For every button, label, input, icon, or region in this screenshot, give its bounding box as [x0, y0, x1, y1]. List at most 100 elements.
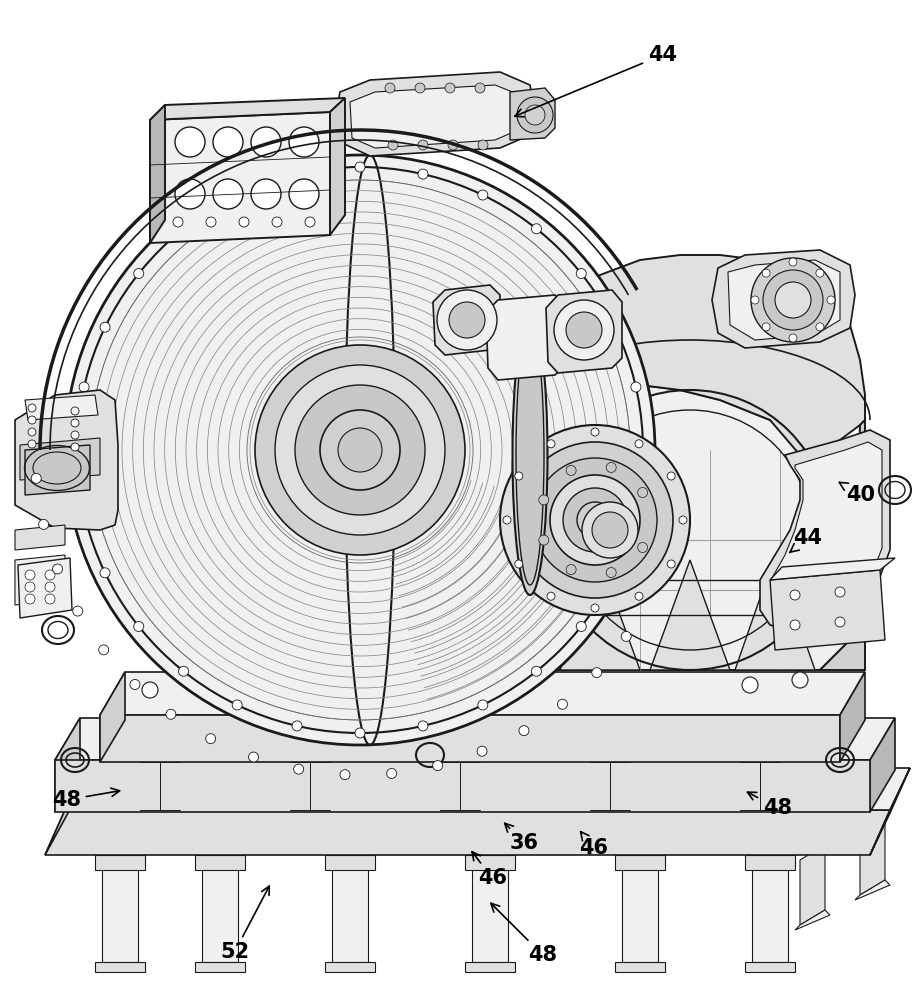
Circle shape — [25, 570, 35, 580]
Circle shape — [25, 594, 35, 604]
Polygon shape — [509, 88, 554, 140]
Circle shape — [71, 431, 79, 439]
Circle shape — [337, 428, 381, 472]
Polygon shape — [471, 855, 507, 962]
Circle shape — [591, 668, 601, 678]
Circle shape — [291, 169, 301, 179]
Circle shape — [531, 224, 541, 234]
Polygon shape — [769, 570, 884, 650]
Circle shape — [826, 296, 834, 304]
Circle shape — [251, 179, 280, 209]
Circle shape — [477, 700, 487, 710]
Circle shape — [175, 179, 205, 209]
Circle shape — [320, 410, 400, 490]
Polygon shape — [545, 290, 621, 373]
Circle shape — [340, 770, 349, 780]
Circle shape — [213, 179, 243, 209]
Circle shape — [45, 594, 55, 604]
Circle shape — [590, 428, 598, 436]
Circle shape — [539, 535, 549, 545]
Polygon shape — [15, 390, 118, 530]
Text: 52: 52 — [220, 886, 269, 962]
Circle shape — [71, 419, 79, 427]
Circle shape — [637, 488, 647, 497]
Circle shape — [834, 587, 844, 597]
Polygon shape — [100, 715, 839, 762]
Circle shape — [355, 728, 365, 738]
Circle shape — [630, 508, 641, 518]
Polygon shape — [744, 855, 794, 870]
Circle shape — [591, 512, 628, 548]
Circle shape — [73, 606, 83, 616]
Circle shape — [761, 323, 769, 331]
Polygon shape — [150, 112, 330, 243]
Circle shape — [275, 365, 445, 535]
Polygon shape — [20, 438, 100, 480]
Ellipse shape — [516, 325, 543, 585]
Circle shape — [384, 83, 394, 93]
Circle shape — [516, 442, 673, 598]
Circle shape — [100, 322, 110, 332]
Circle shape — [28, 416, 36, 424]
Circle shape — [565, 465, 575, 475]
Ellipse shape — [512, 315, 547, 595]
Circle shape — [289, 179, 319, 209]
Circle shape — [678, 516, 686, 524]
Circle shape — [28, 440, 36, 448]
Circle shape — [532, 458, 656, 582]
Circle shape — [248, 752, 258, 762]
Circle shape — [272, 217, 282, 227]
Circle shape — [291, 721, 301, 731]
Circle shape — [178, 666, 188, 676]
Polygon shape — [727, 260, 839, 340]
Polygon shape — [330, 98, 345, 235]
Circle shape — [531, 666, 541, 676]
Circle shape — [71, 407, 79, 415]
Circle shape — [133, 269, 143, 279]
Polygon shape — [711, 250, 854, 348]
Circle shape — [25, 582, 35, 592]
Polygon shape — [769, 558, 894, 580]
Circle shape — [539, 495, 549, 505]
Polygon shape — [859, 815, 884, 895]
Circle shape — [565, 312, 601, 348]
Circle shape — [575, 621, 585, 631]
Polygon shape — [560, 560, 640, 670]
Circle shape — [448, 140, 458, 150]
Polygon shape — [614, 855, 664, 870]
Circle shape — [547, 592, 554, 600]
Circle shape — [515, 472, 522, 480]
Text: 44: 44 — [789, 528, 822, 553]
Circle shape — [478, 140, 487, 150]
Polygon shape — [45, 810, 889, 855]
Circle shape — [742, 677, 757, 693]
Circle shape — [503, 516, 510, 524]
Polygon shape — [332, 855, 368, 962]
Circle shape — [445, 83, 455, 93]
Circle shape — [582, 502, 637, 558]
Circle shape — [606, 568, 616, 578]
Polygon shape — [15, 525, 65, 550]
Circle shape — [165, 709, 176, 719]
Circle shape — [142, 682, 158, 698]
Polygon shape — [55, 760, 869, 812]
Circle shape — [232, 190, 242, 200]
Circle shape — [630, 382, 641, 392]
Polygon shape — [102, 855, 138, 962]
Text: 36: 36 — [505, 823, 539, 853]
Polygon shape — [854, 880, 889, 900]
Circle shape — [637, 445, 647, 455]
Circle shape — [251, 127, 280, 157]
Polygon shape — [150, 105, 165, 243]
Circle shape — [305, 217, 314, 227]
Circle shape — [206, 734, 215, 744]
Circle shape — [39, 519, 49, 529]
Circle shape — [355, 162, 365, 172]
Polygon shape — [45, 768, 88, 855]
Circle shape — [550, 475, 640, 565]
Circle shape — [417, 169, 427, 179]
Circle shape — [448, 302, 484, 338]
Polygon shape — [490, 385, 854, 670]
Polygon shape — [100, 672, 125, 762]
Circle shape — [173, 217, 183, 227]
